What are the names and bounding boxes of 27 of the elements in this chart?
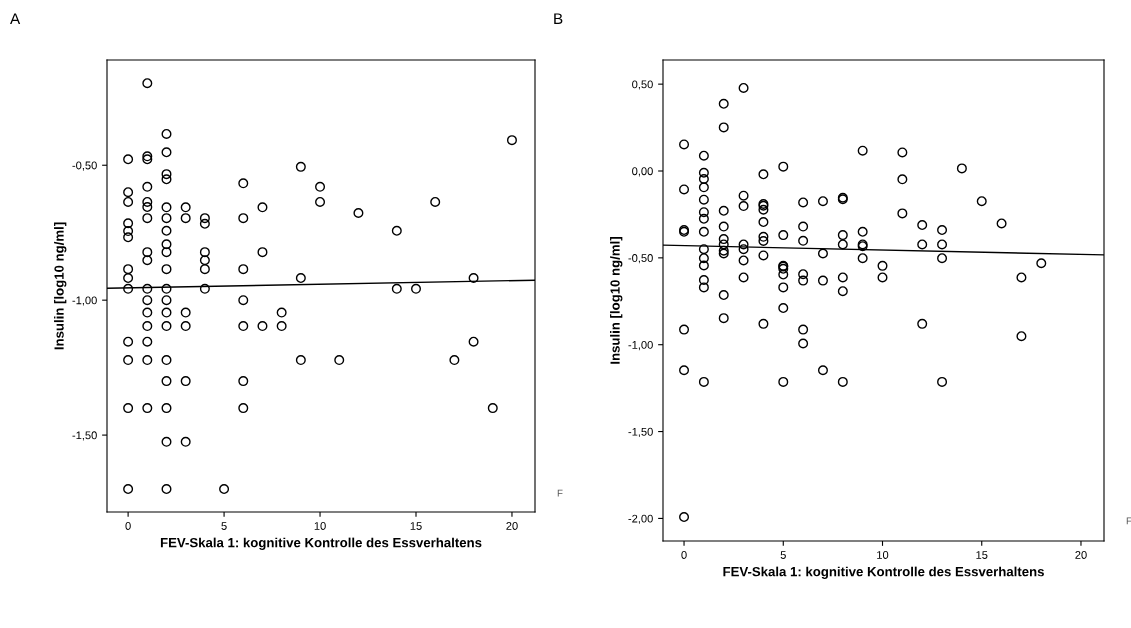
chart-title: B	[554, 13, 563, 24]
y-tick-label: -1,50	[72, 431, 97, 441]
chart-title: A	[10, 13, 21, 24]
x-tick-label: 5	[221, 522, 227, 530]
y-tick-label: -2,00	[628, 514, 653, 524]
x-axis-title: FEV-Skala 1: kognitive Kontrolle des Essverhaltens	[160, 537, 482, 550]
y-tick-label: 0,00	[632, 167, 653, 177]
y-tick-label: -0,50	[72, 161, 97, 171]
y-axis-title: Insulin [log10 ng/ml]	[54, 222, 67, 350]
x-tick-label: 10	[314, 522, 326, 530]
y-axis-title: Insulin [log10 ng/ml]	[610, 237, 623, 364]
y-tick-label: 0,50	[632, 80, 653, 90]
x-axis-title: FEV-Skala 1: kognitive Kontrolle des Essverhaltens	[723, 566, 1044, 579]
y-tick-label: -1,00	[72, 296, 97, 306]
y-tick-label: -1,00	[628, 340, 653, 351]
x-tick-label: 0	[681, 551, 687, 559]
x-tick-label: 15	[976, 551, 988, 559]
x-tick-label: 20	[506, 522, 518, 530]
y-tick-label: -0,50	[628, 254, 653, 264]
text: F	[557, 489, 563, 497]
x-tick-label: 10	[877, 551, 889, 559]
x-tick-label: 0	[125, 522, 131, 530]
x-tick-label: 20	[1075, 551, 1087, 559]
x-tick-label: 15	[410, 522, 422, 530]
x-tick-label: 5	[780, 551, 786, 559]
text: F	[1126, 517, 1131, 525]
y-tick-label: -1,50	[628, 427, 653, 438]
